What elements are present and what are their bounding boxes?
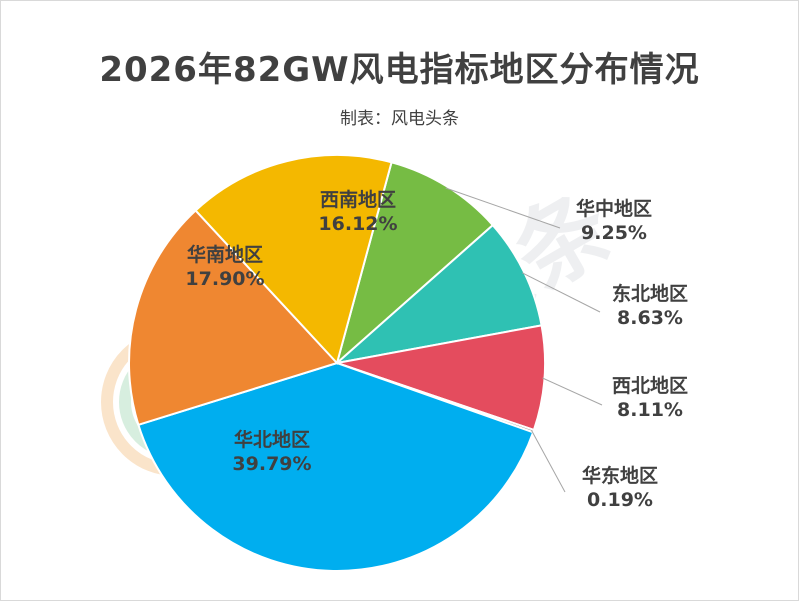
- leader-line-2: [521, 272, 601, 313]
- slice-category-label-4: 华东地区: [582, 464, 658, 487]
- pie-slice-1: [335, 161, 495, 366]
- chart-title: 2026年82GW风电指标地区分布情况: [99, 50, 700, 90]
- pie-slice-7: [194, 154, 393, 366]
- slice-category-label-1: 华中地区: [576, 197, 652, 220]
- slice-category-label-7: 西南地区: [320, 188, 396, 211]
- pie-slice-3: [333, 324, 546, 432]
- slice-category-label-5: 华北地区: [234, 428, 310, 451]
- slice-value-label-1: 9.25%: [581, 222, 647, 244]
- slice-value-label-7: 16.12%: [318, 213, 397, 235]
- slice-category-label-3: 西北地区: [612, 374, 688, 397]
- pie-slice-5: [137, 361, 535, 572]
- chart-subtitle: 制表：风电头条: [340, 109, 459, 129]
- slice-value-label-2: 8.63%: [617, 307, 683, 329]
- leader-line-3: [542, 377, 603, 406]
- pie-slice-6: [128, 209, 339, 427]
- pie-slice-2: [333, 223, 543, 365]
- slice-category-label-6: 华南地区: [187, 243, 263, 266]
- slice-category-label-2: 东北地区: [612, 282, 688, 305]
- slice-value-label-4: 0.19%: [587, 489, 653, 511]
- leader-line-1: [445, 187, 561, 229]
- slice-value-label-6: 17.90%: [185, 268, 264, 290]
- slice-value-label-3: 8.11%: [617, 399, 683, 421]
- pie-slices: [128, 154, 546, 572]
- leader-lines: [445, 187, 603, 493]
- leader-line-4: [531, 430, 566, 493]
- slice-value-label-5: 39.79%: [232, 453, 311, 475]
